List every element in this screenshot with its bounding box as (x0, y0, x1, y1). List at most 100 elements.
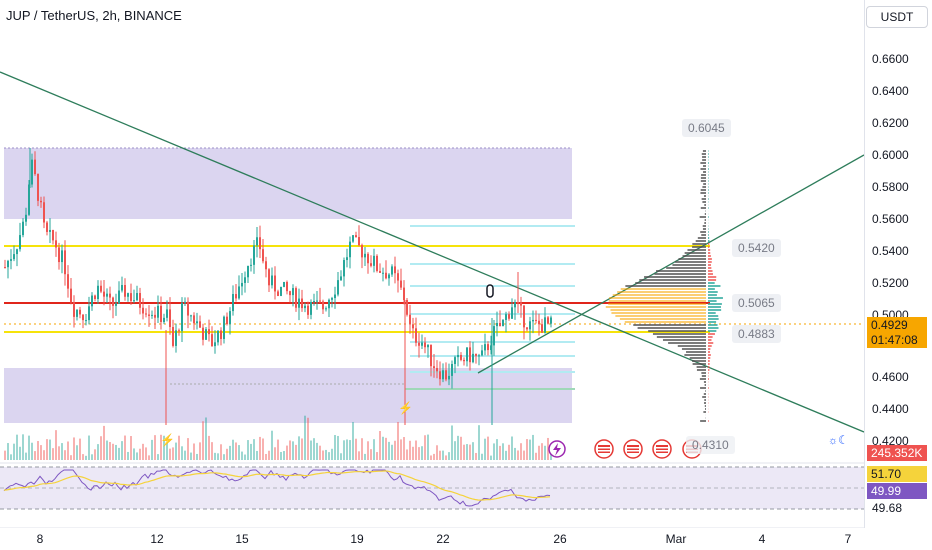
profile-bar (696, 369, 706, 371)
volume-bar (364, 453, 366, 460)
volume-bar (166, 443, 168, 460)
volume-bar (223, 454, 225, 460)
candle-body (406, 299, 408, 315)
profile-bar (708, 198, 709, 200)
profile-bar (708, 321, 717, 323)
profile-bar (708, 168, 709, 170)
profile-bar (662, 339, 706, 341)
volume-bar (109, 442, 111, 460)
candle-body (208, 329, 210, 335)
profile-bar (704, 222, 706, 224)
candle-body (442, 370, 444, 380)
profile-bar (708, 162, 709, 164)
candle-body (229, 311, 231, 325)
candle-body (328, 299, 330, 309)
profile-bar (708, 336, 713, 338)
us-flag-event-icon[interactable] (623, 439, 643, 459)
volume-bar (451, 425, 453, 460)
profile-bar (695, 240, 706, 242)
profile-bar (704, 219, 706, 221)
volume-bar (103, 425, 105, 460)
profile-bar (701, 234, 706, 236)
candle-body (313, 300, 315, 303)
price-tick: 0.6200 (872, 116, 909, 130)
volume-badge: 245.352K (867, 445, 927, 461)
chart-title[interactable]: JUP / TetherUS, 2h, BINANCE (6, 8, 182, 23)
candle-body (145, 313, 147, 315)
profile-bar (708, 231, 709, 233)
profile-bar (708, 306, 721, 308)
candle-body (457, 354, 459, 358)
volume-bar (136, 452, 138, 460)
candle-body (430, 344, 432, 367)
profile-bar (702, 228, 706, 230)
candle-body (202, 327, 204, 340)
candle-body (382, 272, 384, 274)
candle-body (370, 263, 372, 266)
candle-body (505, 314, 507, 320)
profile-bar (700, 420, 706, 422)
profile-bar (692, 363, 706, 365)
volume-bar (82, 454, 84, 460)
candle-body (193, 315, 195, 324)
profile-bar (700, 177, 706, 179)
candle-body (277, 291, 279, 296)
candle-body (343, 260, 345, 277)
us-flag-event-icon[interactable] (652, 439, 672, 459)
volume-bar (58, 446, 60, 460)
profile-bar (708, 252, 711, 254)
volume-bar (43, 450, 45, 460)
rsi-tick: 49.68 (872, 501, 903, 515)
rsi-ma-line (3, 470, 551, 501)
profile-bar (700, 180, 706, 182)
candle-body (403, 287, 405, 300)
time-tick: 22 (436, 532, 450, 546)
profile-bar (703, 171, 706, 173)
profile-bar (708, 312, 716, 314)
profile-bar (708, 318, 719, 320)
volume-bar (70, 455, 72, 460)
volume-bar (73, 437, 75, 460)
volume-bar (313, 438, 315, 460)
flash-icon[interactable] (548, 440, 566, 458)
time-tick: 4 (758, 532, 766, 546)
candle-body (331, 298, 333, 300)
volume-bar (25, 452, 27, 460)
candle-body (301, 298, 303, 309)
sun-icon[interactable]: ☼ (828, 435, 838, 447)
candle-body (292, 288, 294, 296)
volume-bar (235, 442, 237, 460)
currency-selector[interactable]: USDT (866, 6, 928, 28)
volume-bar (160, 434, 162, 460)
volume-bar (319, 445, 321, 460)
profile-bar (708, 249, 711, 251)
candle-body (58, 247, 60, 263)
volume-bar (181, 446, 183, 460)
us-flag-event-icon[interactable] (594, 439, 614, 459)
profile-bar (708, 357, 711, 359)
candle-body (64, 250, 66, 275)
volume-bar (463, 444, 465, 460)
volume-bar (97, 444, 99, 460)
profile-bar (700, 162, 706, 164)
volume-bar (304, 415, 306, 460)
moon-icon[interactable]: ☾ (838, 433, 849, 447)
profile-bar (686, 351, 706, 353)
candle-body (433, 366, 435, 369)
profile-bar (708, 246, 710, 248)
candle-body (223, 316, 225, 339)
volume-bar (16, 434, 18, 460)
volume-bar (541, 443, 543, 460)
profile-bar (617, 291, 706, 293)
candle-body (529, 321, 531, 330)
candle-body (454, 357, 456, 365)
candle-body (502, 319, 504, 327)
profile-bar (708, 282, 715, 284)
volume-bar (478, 425, 480, 460)
profile-bar (615, 315, 706, 317)
candle-body (217, 330, 219, 343)
profile-bar (708, 348, 711, 350)
volume-bar (124, 435, 126, 460)
volume-bar (49, 439, 51, 460)
